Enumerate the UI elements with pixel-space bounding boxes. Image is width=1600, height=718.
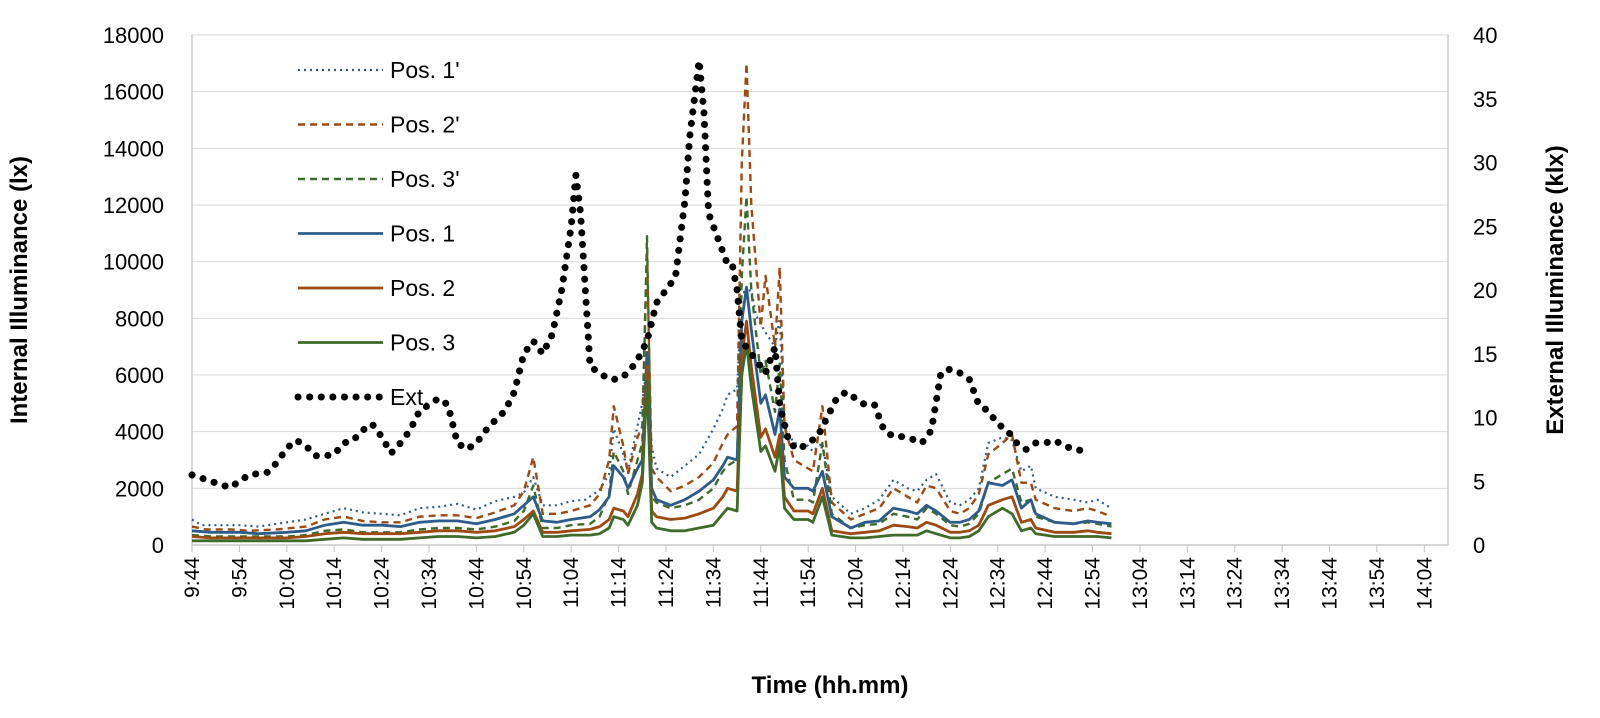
x-tick-label: 10:04 — [276, 557, 299, 610]
x-tick-label: 11:54 — [797, 557, 820, 608]
y-tick-label-right: 0 — [1473, 533, 1485, 558]
series-line — [191, 319, 1112, 540]
x-tick-label: 12:44 — [1034, 557, 1057, 610]
legend-label: Ext. — [390, 384, 430, 410]
x-tick-label: 12:54 — [1082, 557, 1105, 610]
x-tick-label: 10:44 — [465, 557, 488, 610]
y-tick-label-left: 10000 — [103, 250, 164, 275]
x-tick-label: 13:44 — [1319, 557, 1342, 610]
series-lines — [188, 57, 1113, 543]
x-tick-label: 13:24 — [1224, 557, 1247, 610]
x-tick-label: 10:14 — [323, 557, 346, 610]
x-tick-label: 12:24 — [939, 557, 962, 610]
x-tick-label: 9:44 — [181, 557, 204, 598]
x-tick-label: 10:34 — [418, 557, 441, 610]
series-line — [191, 62, 1112, 532]
series-line — [191, 285, 1112, 536]
x-tick-label: 10:54 — [513, 557, 536, 610]
x-tick-label: 13:54 — [1366, 557, 1389, 610]
legend-label: Pos. 1 — [390, 221, 455, 247]
x-tick-label: 14:04 — [1413, 557, 1436, 610]
x-axis-title: Time (hh.mm) — [752, 672, 909, 699]
y-tick-label-left: 16000 — [103, 80, 164, 105]
x-tick-label: 10:24 — [371, 557, 394, 610]
x-tick-label: 11:44 — [750, 557, 773, 608]
y-tick-label-left: 14000 — [103, 136, 164, 161]
legend-label: Pos. 1' — [390, 57, 460, 83]
legend-label: Pos. 3 — [390, 330, 455, 356]
y-tick-label-left: 18000 — [103, 23, 164, 48]
x-tick-label: 13:04 — [1129, 557, 1152, 610]
y-axis-title-left: Internal Illuminance (lx) — [6, 156, 33, 424]
x-tick-label: 11:04 — [560, 557, 583, 608]
x-tick-label: 13:14 — [1176, 557, 1199, 610]
x-tick-label: 11:14 — [608, 557, 631, 608]
y-tick-label-right: 20 — [1473, 278, 1497, 303]
axes: 0 2000 4000 6000 8000 10000 12000 14000 16000 180… — [103, 23, 1498, 610]
y-tick-label-left: 2000 — [115, 476, 164, 501]
y-tick-label-left: 6000 — [115, 363, 164, 388]
x-tick-label: 12:34 — [987, 557, 1010, 610]
y-tick-label-left: 4000 — [115, 420, 164, 445]
y-tick-label-right: 10 — [1473, 406, 1497, 431]
y-tick-label-right: 5 — [1473, 469, 1485, 494]
x-tick-label: 13:34 — [1271, 557, 1294, 610]
y-tick-label-left: 0 — [152, 533, 164, 558]
legend-label: Pos. 2 — [390, 275, 455, 301]
x-tick-label: 11:34 — [702, 557, 725, 608]
x-tick-label: 12:04 — [845, 557, 868, 610]
y-tick-label-left: 12000 — [103, 193, 164, 218]
x-tick-label: 12:14 — [892, 557, 915, 610]
y-axis-title-right: External Illuminance (klx) — [1542, 145, 1569, 434]
y-tick-label-right: 30 — [1473, 151, 1497, 176]
series-line — [192, 342, 1112, 543]
x-tick-label: 9:54 — [228, 557, 251, 598]
y-tick-label-right: 25 — [1473, 214, 1497, 239]
x-tick-label: 11:24 — [655, 557, 678, 608]
y-tick-label-right: 40 — [1473, 23, 1497, 48]
series-line — [188, 57, 1087, 492]
y-tick-label-right: 35 — [1473, 87, 1497, 112]
gridlines — [192, 34, 1448, 489]
legend-label: Pos. 3' — [390, 166, 460, 192]
series-line — [191, 195, 1112, 538]
y-tick-label-left: 8000 — [115, 306, 164, 331]
y-tick-label-right: 15 — [1473, 342, 1497, 367]
legend-label: Pos. 2' — [390, 112, 460, 138]
legend: Pos. 1' Pos. 2' Pos. 3' Pos. 1 Pos. 2 Pos. 3 E… — [294, 57, 460, 410]
